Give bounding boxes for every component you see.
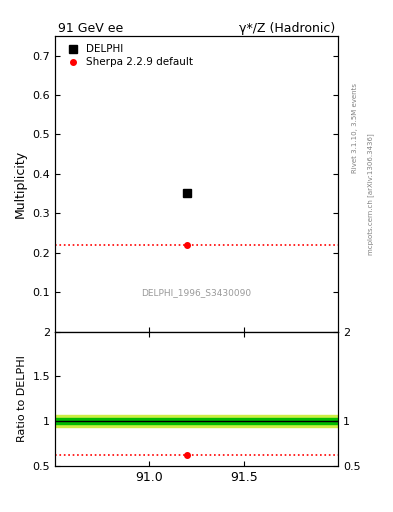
Y-axis label: Ratio to DELPHI: Ratio to DELPHI (17, 355, 27, 442)
Y-axis label: Multiplicity: Multiplicity (14, 150, 27, 218)
Text: Rivet 3.1.10, 3.5M events: Rivet 3.1.10, 3.5M events (352, 83, 358, 173)
Text: γ*/Z (Hadronic): γ*/Z (Hadronic) (239, 22, 335, 35)
Text: 91 GeV ee: 91 GeV ee (58, 22, 123, 35)
Legend: DELPHI, Sherpa 2.2.9 default: DELPHI, Sherpa 2.2.9 default (60, 41, 196, 71)
Text: DELPHI_1996_S3430090: DELPHI_1996_S3430090 (141, 289, 252, 297)
Text: mcplots.cern.ch [arXiv:1306.3436]: mcplots.cern.ch [arXiv:1306.3436] (367, 134, 374, 255)
